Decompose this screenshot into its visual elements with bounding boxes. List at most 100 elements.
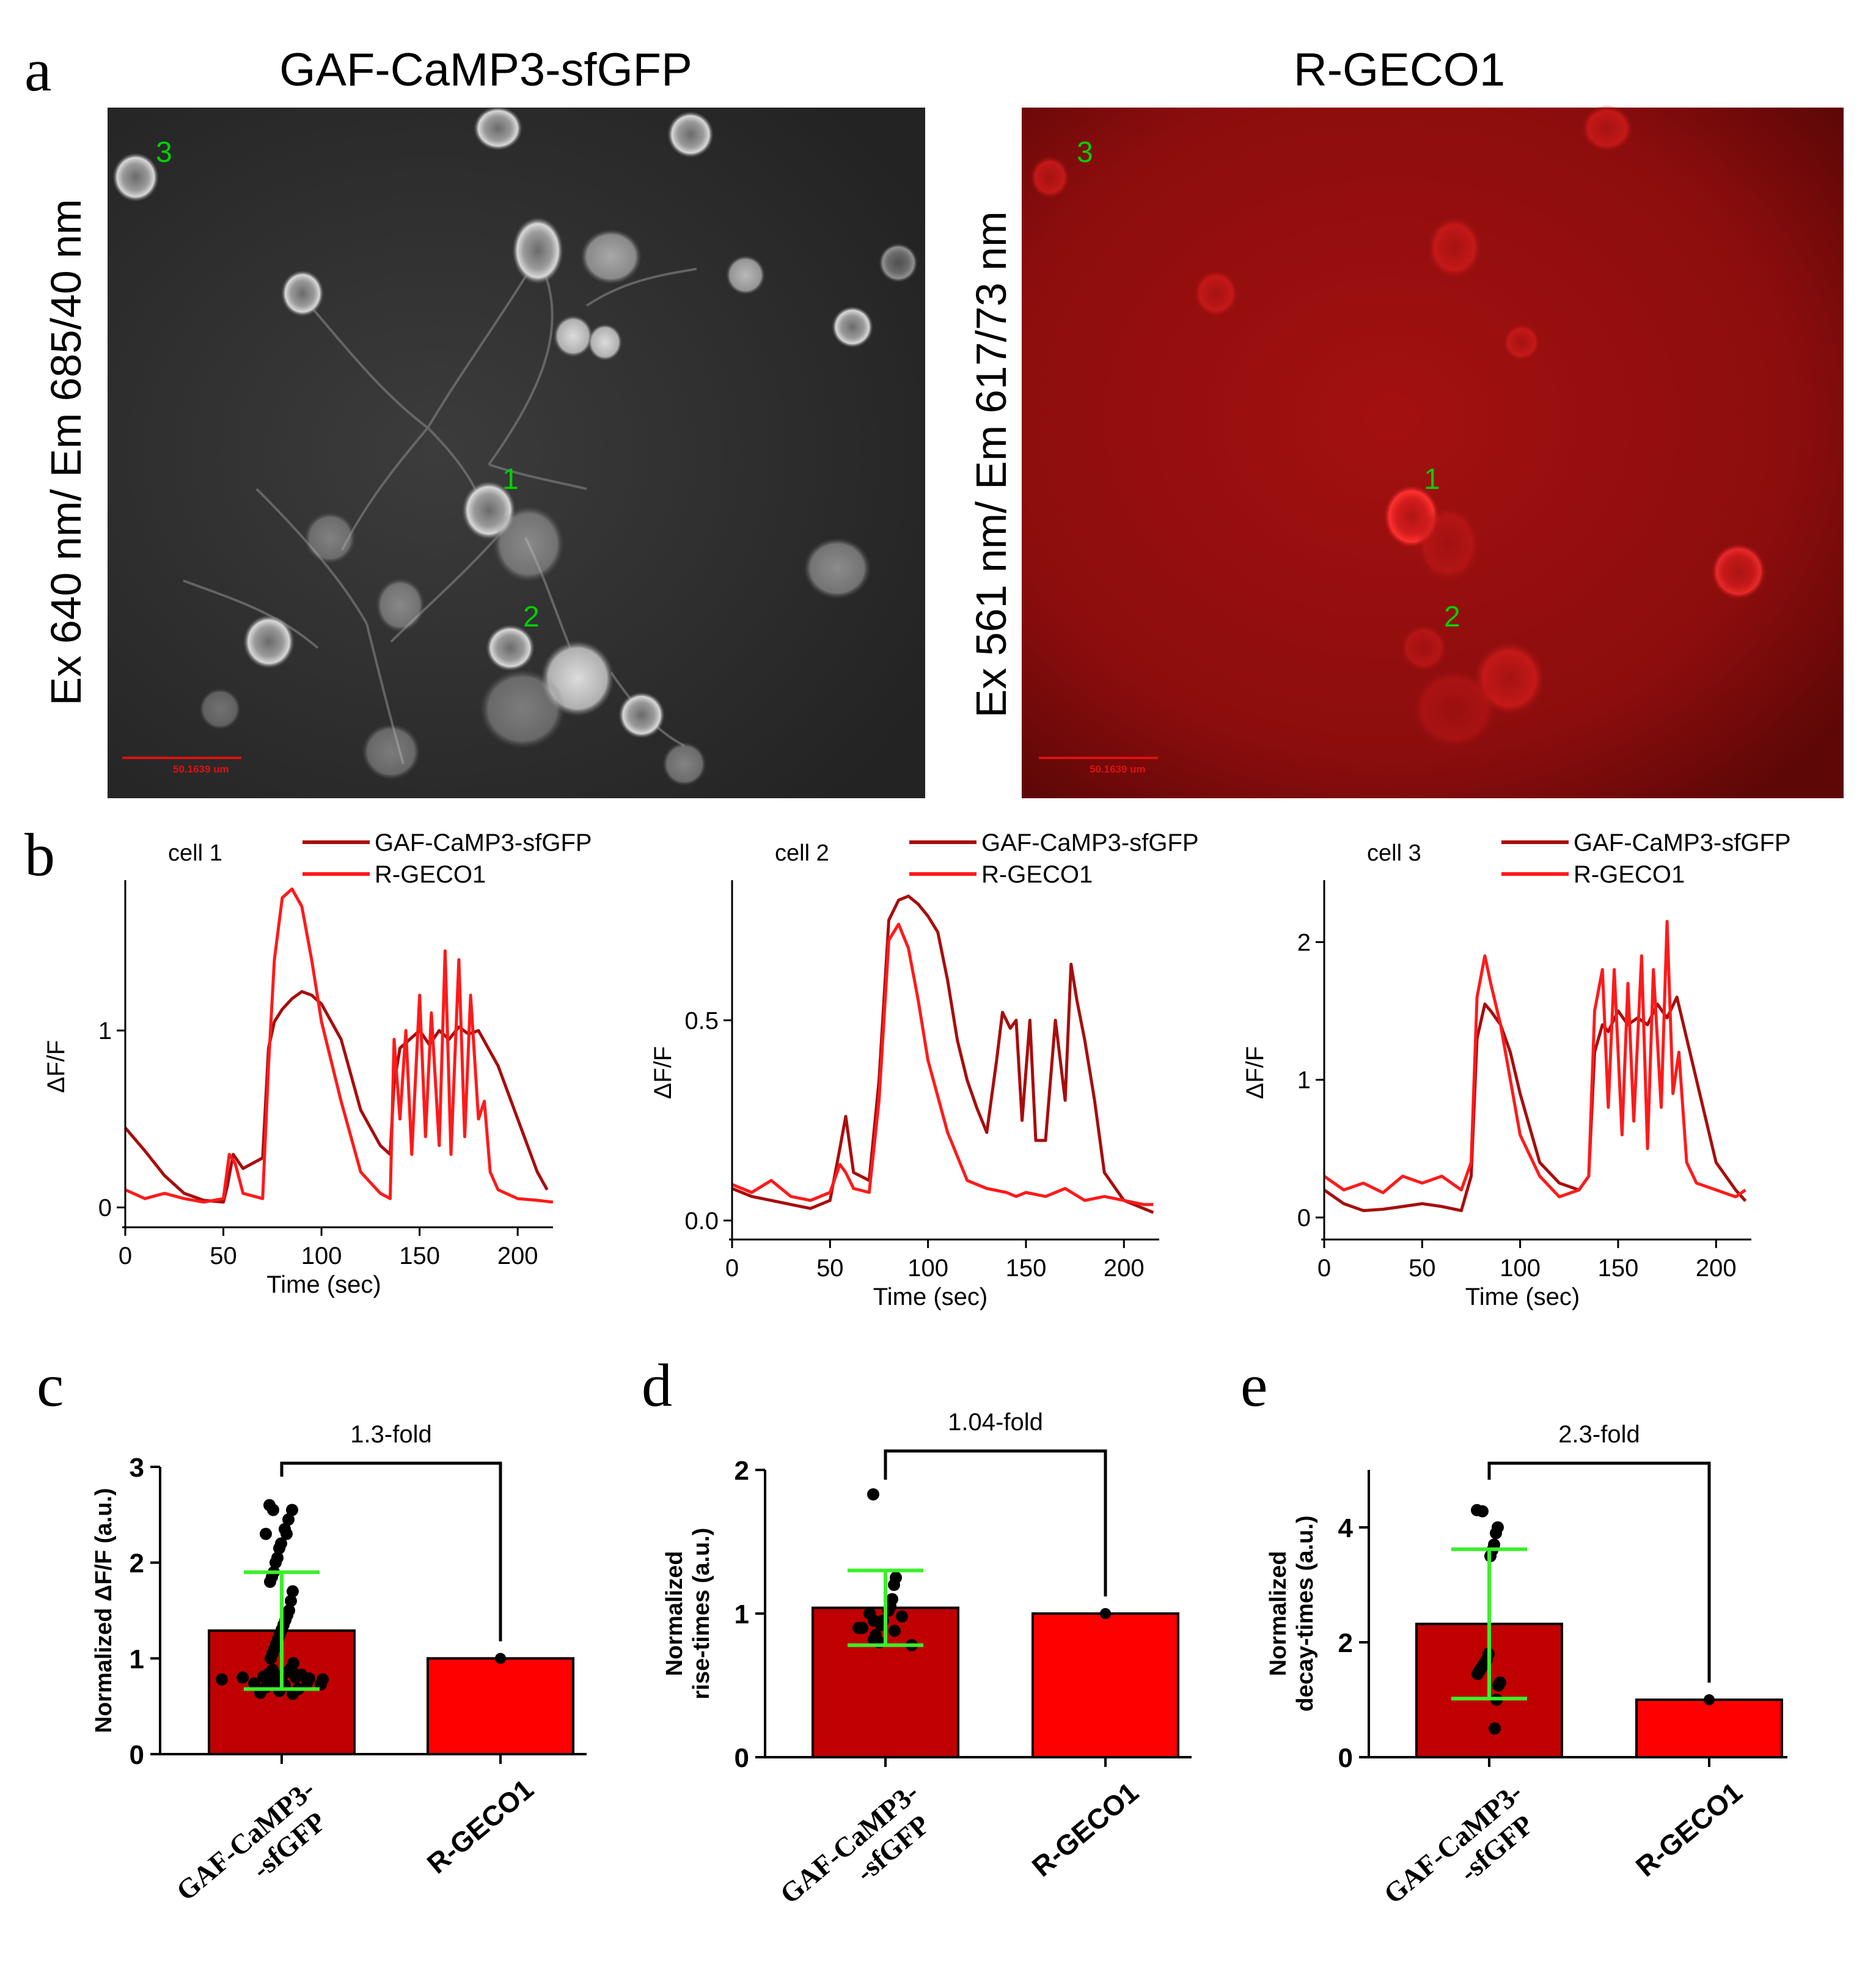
fold-annotation: 2.3-fold: [1558, 1421, 1640, 1448]
y-tick-label: 2: [130, 1549, 144, 1579]
y-tick-label: 0.0: [684, 1208, 719, 1235]
micrograph-rgeco-cell-label-2: 2: [1444, 601, 1460, 633]
category-label-line: R-GECO1: [421, 1773, 540, 1880]
series-line-rgeco: [731, 922, 1154, 1207]
micrograph-rgeco: 1 2 3 50.1639 um: [1022, 105, 1844, 798]
panel-letter-b: b: [24, 821, 55, 889]
series-line-gaf: [731, 894, 1154, 1214]
data-point: [1471, 1667, 1484, 1680]
x-axis-label: Time (sec): [266, 1271, 381, 1298]
legend-label: GAF-CaMP3-sfGFP: [1574, 829, 1791, 856]
line-chart-1: 0 50 100 150 200 0 1 Time (sec) ΔF/F cell 1 GAF-Ca…: [43, 829, 592, 1298]
category-label-gaf: GAF-CaMP3--sfGFP: [774, 1777, 936, 1910]
y-tick-label: 0: [98, 1195, 112, 1222]
data-point: [216, 1673, 228, 1686]
bar-chart-c: 0 1 2 3 Normalized ΔF/F (a.u.) GAF-CaMP3--sfG…: [91, 1421, 587, 1907]
y-axis-label: ΔF/F: [650, 1046, 676, 1100]
x-tick-label: 150: [1006, 1255, 1047, 1282]
x-tick-label: 0: [119, 1243, 132, 1269]
data-point-rgeco: [1100, 1608, 1111, 1619]
y-axis-label-line: decay-times (a.u.): [1292, 1516, 1318, 1712]
micrograph-gaf-cells: [112, 106, 918, 786]
category-label-rgeco: R-GECO1: [1630, 1776, 1748, 1883]
series-line-gaf: [124, 990, 549, 1204]
y-axis-label: ΔF/F: [1242, 1046, 1269, 1100]
data-point: [286, 1504, 298, 1516]
series-line-gaf: [1323, 996, 1747, 1213]
significance-bracket: [280, 1461, 502, 1642]
y-tick-label: 0: [735, 1743, 749, 1773]
y-tick-label: 0: [1338, 1743, 1353, 1773]
x-axis-label: Time (sec): [1465, 1284, 1580, 1310]
category-label-line: R-GECO1: [1630, 1776, 1748, 1883]
data-point: [1492, 1679, 1504, 1692]
legend-label: R-GECO1: [375, 861, 486, 888]
legend-label: R-GECO1: [1574, 861, 1685, 888]
y-tick-label: 2: [1297, 929, 1311, 956]
bar-rgeco: [427, 1657, 574, 1755]
x-tick-label: 50: [1409, 1255, 1436, 1282]
micrograph-rgeco-cell-label-3: 3: [1077, 136, 1093, 169]
data-point: [282, 1513, 295, 1526]
y-tick-label: 0.5: [684, 1007, 719, 1034]
y-axis-label: Normalized ΔF/F (a.u.): [91, 1488, 117, 1733]
data-point: [867, 1488, 879, 1500]
category-label-gaf: GAF-CaMP3--sfGFP: [170, 1774, 332, 1907]
line-chart-2: 0 50 100 150 200 0.0 0.5 Time (sec) ΔF/F cell 2 GA…: [650, 829, 1199, 1310]
bar-rgeco: [1031, 1612, 1179, 1758]
panel-a-right-title: R-GECO1: [1294, 44, 1505, 96]
panel-a-right-side-label: Ex 561 nm/ Em 617/73 nm: [967, 211, 1015, 718]
bar-rgeco: [1635, 1699, 1783, 1758]
category-label-rgeco: R-GECO1: [421, 1773, 540, 1880]
panel-a-left-side-label: Ex 640 nm/ Em 685/40 nm: [42, 199, 90, 706]
legend-label: R-GECO1: [981, 861, 1093, 888]
y-tick-label: 1: [130, 1644, 144, 1674]
bar-chart-d: 0 1 2 Normalized rise-times (a.u.) GAF-CaMP3-…: [662, 1409, 1192, 1910]
y-tick-label: 0: [1297, 1205, 1311, 1232]
micrograph-rgeco-cells: [1030, 105, 1766, 749]
data-point: [267, 1504, 279, 1516]
data-point: [269, 1556, 282, 1569]
y-tick-label: 3: [130, 1453, 144, 1483]
data-point: [264, 1576, 276, 1588]
micrograph-gaf-cell-label-1: 1: [502, 463, 519, 496]
x-axis-label: Time (sec): [873, 1284, 987, 1310]
micrograph-rgeco-scale-text: 50.1639 um: [1090, 763, 1146, 775]
x-tick-label: 200: [1104, 1255, 1145, 1282]
data-point: [852, 1622, 865, 1634]
x-tick-label: 100: [907, 1255, 948, 1282]
data-point: [301, 1676, 313, 1689]
y-axis-label-line: Normalized: [1266, 1551, 1291, 1677]
panel-letter-e: e: [1240, 1351, 1267, 1419]
y-axis-label-line: Normalized: [662, 1551, 687, 1677]
category-label-line: R-GECO1: [1026, 1776, 1145, 1883]
data-point: [896, 1610, 908, 1623]
x-tick-label: 0: [1317, 1255, 1331, 1282]
data-point: [888, 1579, 900, 1591]
y-tick-label: 1: [735, 1600, 749, 1629]
panel-letter-c: c: [37, 1351, 64, 1419]
significance-bracket: [1487, 1461, 1711, 1683]
y-axis-label: ΔF/F: [43, 1040, 70, 1093]
x-tick-label: 50: [210, 1243, 237, 1269]
x-tick-label: 100: [1500, 1255, 1541, 1282]
panel-cde: 0 1 2 3 Normalized ΔF/F (a.u.) GAF-CaMP3--sfG…: [91, 1409, 1787, 1910]
x-tick-label: 200: [1696, 1255, 1737, 1282]
category-label-rgeco: R-GECO1: [1026, 1776, 1145, 1883]
chart-title: cell 2: [775, 840, 829, 866]
data-point: [269, 1675, 281, 1688]
y-tick-label: 2: [1338, 1628, 1353, 1658]
chart-title: cell 1: [168, 840, 222, 866]
micrograph-rgeco-cell-label-1: 1: [1424, 463, 1440, 496]
fold-annotation: 1.3-fold: [350, 1421, 431, 1448]
micrograph-gaf-scale-text: 50.1639 um: [173, 763, 229, 775]
category-label-gaf: GAF-CaMP3--sfGFP: [1378, 1777, 1539, 1910]
legend-label: GAF-CaMP3-sfGFP: [981, 829, 1199, 856]
y-tick-label: 0: [130, 1740, 144, 1770]
x-tick-label: 200: [497, 1243, 538, 1269]
series-line-rgeco: [124, 887, 554, 1204]
y-tick-label: 2: [735, 1456, 749, 1486]
micrograph-gaf-cell-label-2: 2: [523, 601, 540, 633]
